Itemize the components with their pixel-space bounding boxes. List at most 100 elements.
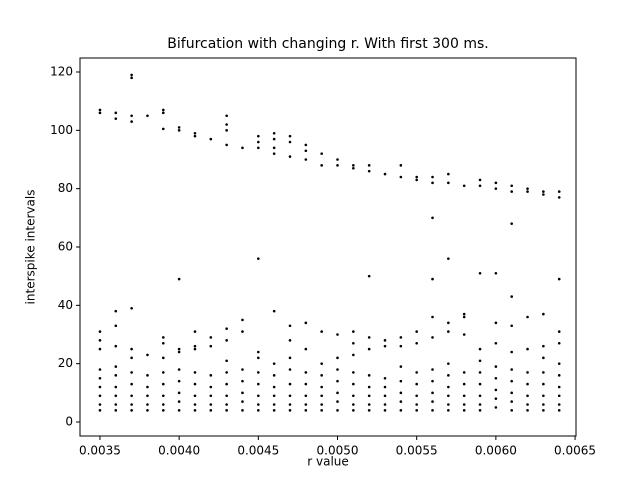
point: [557, 190, 561, 193]
point: [494, 181, 498, 185]
point: [399, 344, 403, 348]
point: [272, 394, 276, 398]
point: [367, 403, 371, 406]
point: [320, 374, 323, 377]
point: [225, 409, 228, 412]
chart-title: Bifurcation with changing r. With first …: [167, 36, 488, 52]
point: [399, 336, 403, 339]
point: [98, 347, 102, 351]
point: [257, 382, 260, 386]
point: [98, 376, 102, 380]
point: [447, 409, 450, 412]
point: [177, 350, 181, 354]
point: [383, 376, 387, 380]
point: [241, 318, 244, 322]
point: [336, 379, 339, 383]
point: [447, 330, 450, 333]
point: [431, 315, 434, 319]
point: [447, 374, 450, 377]
point: [288, 134, 292, 138]
point: [383, 403, 387, 406]
point: [209, 403, 213, 406]
point: [399, 391, 403, 395]
point: [399, 164, 403, 167]
point: [383, 409, 387, 412]
point: [557, 394, 561, 398]
point: [415, 178, 418, 182]
y-tick-label: 40: [58, 298, 73, 312]
point: [162, 394, 165, 398]
point: [130, 120, 133, 123]
point: [494, 388, 498, 392]
point: [162, 127, 165, 131]
point: [162, 409, 165, 412]
point: [98, 394, 102, 398]
point: [557, 362, 561, 365]
point: [98, 385, 102, 389]
point: [304, 371, 308, 374]
point: [415, 175, 418, 179]
point: [447, 172, 450, 176]
point: [209, 394, 213, 398]
point: [98, 330, 102, 333]
point: [272, 152, 276, 155]
point: [431, 368, 434, 371]
point: [146, 403, 149, 406]
point: [193, 382, 197, 386]
point: [98, 108, 102, 112]
point: [272, 409, 276, 412]
point: [383, 394, 387, 398]
point: [478, 178, 482, 182]
point: [557, 341, 561, 345]
point: [241, 400, 244, 403]
point: [114, 117, 118, 120]
point: [447, 362, 450, 365]
point: [367, 385, 371, 389]
point: [542, 409, 545, 412]
point: [114, 385, 118, 389]
point: [288, 368, 292, 371]
point: [526, 190, 529, 193]
point: [526, 371, 529, 374]
point: [352, 353, 355, 357]
point: [304, 321, 308, 325]
point: [225, 327, 228, 330]
point: [510, 409, 514, 412]
point: [431, 175, 434, 179]
point: [478, 403, 482, 406]
point: [98, 339, 102, 342]
point: [257, 371, 260, 374]
point: [193, 409, 197, 412]
point: [526, 403, 529, 406]
point: [114, 409, 118, 412]
point: [177, 368, 181, 371]
point: [542, 382, 545, 386]
point: [478, 347, 482, 351]
point: [383, 344, 387, 348]
x-tick-label: 0.0035: [79, 444, 121, 458]
x-tick-label: 0.0045: [237, 444, 279, 458]
point: [304, 403, 308, 406]
point: [431, 277, 434, 281]
point: [241, 391, 244, 395]
point: [288, 140, 292, 144]
point: [272, 137, 276, 141]
point: [542, 193, 545, 196]
point: [478, 184, 482, 188]
point: [272, 374, 276, 377]
point: [367, 374, 371, 377]
point: [177, 277, 181, 281]
point: [542, 371, 545, 374]
point: [336, 158, 339, 161]
point: [542, 356, 545, 360]
point: [177, 129, 181, 132]
point: [225, 394, 228, 398]
point: [130, 382, 133, 386]
point: [177, 409, 181, 412]
point: [209, 137, 213, 141]
point: [114, 344, 118, 348]
point: [114, 324, 118, 328]
point: [462, 403, 466, 406]
point: [336, 368, 339, 371]
point: [225, 382, 228, 386]
